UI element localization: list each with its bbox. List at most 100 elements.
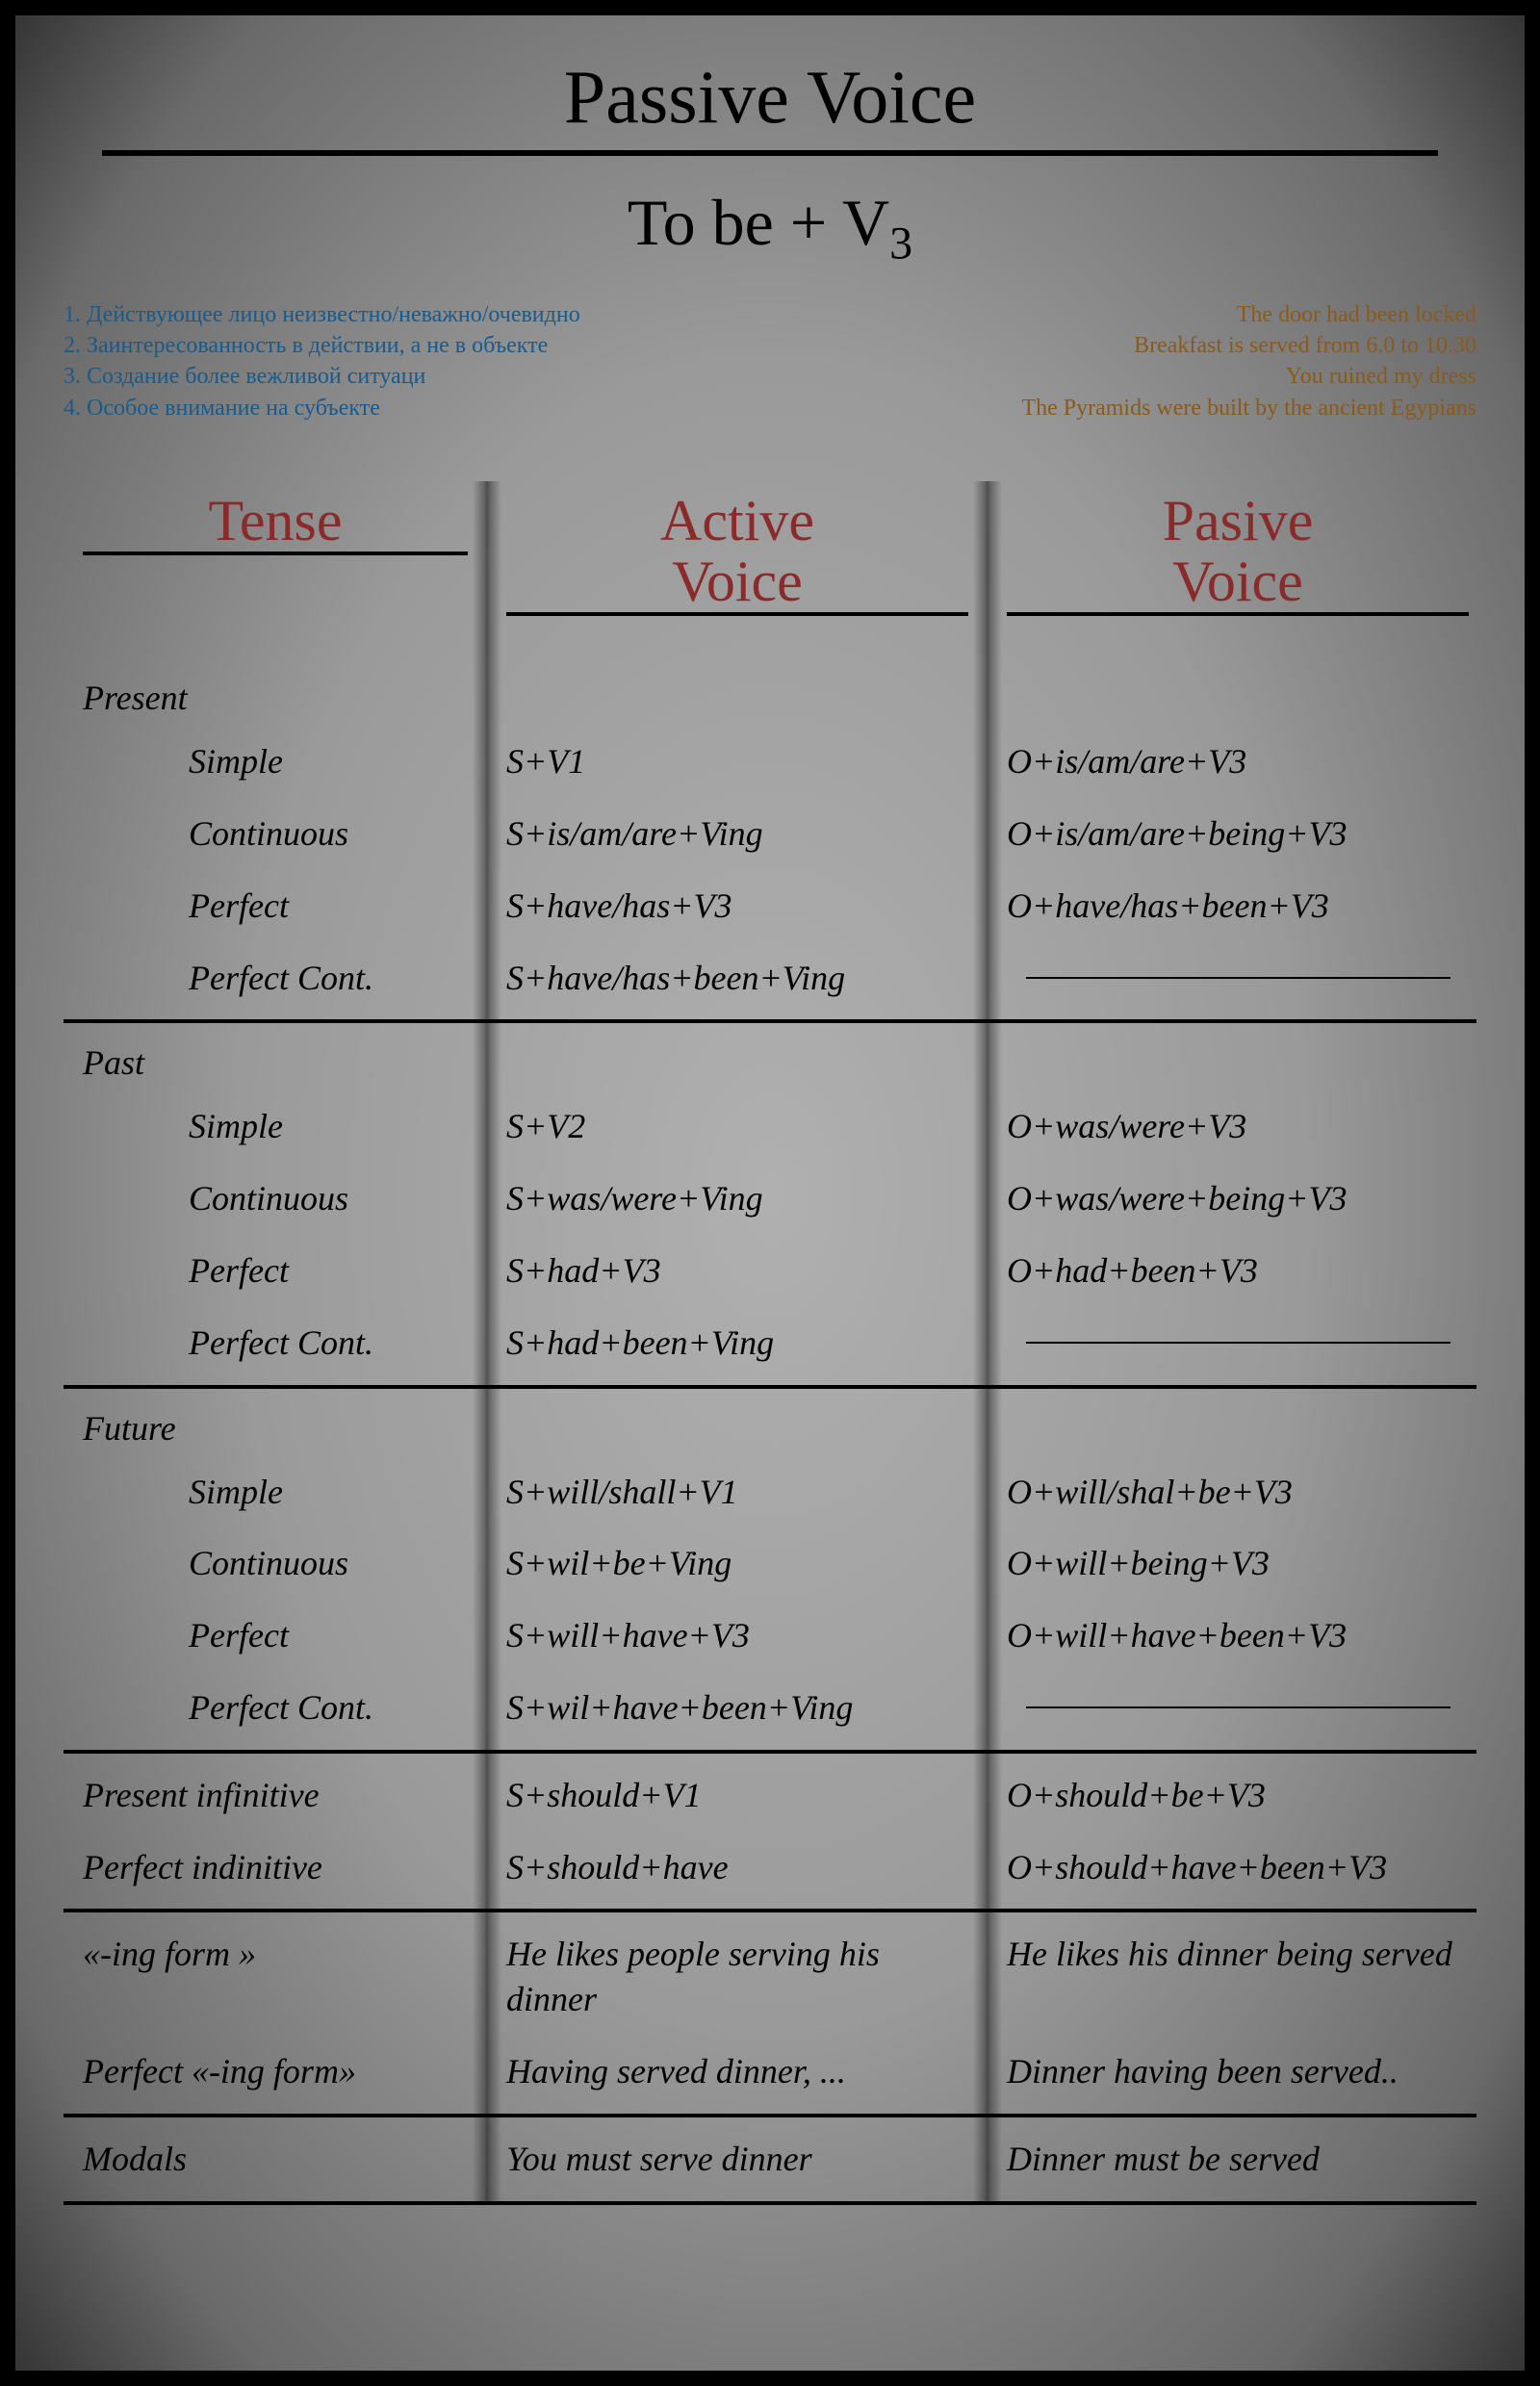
table-row: Perfect «-ing form»Having served dinner,… — [64, 2036, 1476, 2108]
section-rule — [64, 1019, 1476, 1023]
active-cell: S+should+V1 — [487, 1759, 988, 1832]
header-passive: PasiveVoice — [988, 481, 1488, 645]
active-cell: He likes people serving his dinner — [487, 1918, 988, 2036]
note-item: 4. Особое внимание на субъекте — [64, 393, 580, 423]
tense-cell: Perfect «-ing form» — [64, 2036, 487, 2108]
section-rule — [64, 2201, 1476, 2205]
passive-cell: O+have/has+been+V3 — [988, 870, 1488, 942]
active-cell: S+should+have — [487, 1832, 988, 1904]
table-header-row: Tense ActiveVoice PasiveVoice — [64, 481, 1476, 645]
tense-cell: Continuous — [64, 1527, 487, 1600]
note-item: 3. Создание более вежливой ситуаци — [64, 361, 580, 392]
table-row: SimpleS+V1O+is/am/are+V3 — [64, 726, 1476, 798]
passive-cell: O+is/am/are+being+V3 — [988, 798, 1488, 870]
tense-cell: Perfect Cont. — [64, 942, 487, 1014]
tense-cell: Perfect Cont. — [64, 1672, 487, 1744]
tense-cell: Perfect — [64, 1600, 487, 1672]
subtitle-pre: To be + V — [628, 186, 889, 259]
note-item: 2. Заинтересованность в действии, а не в… — [64, 330, 580, 361]
passive-cell: O+should+be+V3 — [988, 1759, 1488, 1832]
title-rule — [102, 150, 1438, 156]
section-rule — [64, 1385, 1476, 1389]
passive-cell — [988, 1672, 1488, 1744]
example-item: Breakfast is served from 6.0 to 10.30 — [1021, 330, 1476, 361]
section-rule — [64, 1909, 1476, 1912]
example-item: The Pyramids were built by the ancient E… — [1021, 393, 1476, 423]
voice-table: Tense ActiveVoice PasiveVoice PresentSim… — [64, 481, 1476, 2204]
section-rule — [64, 2114, 1476, 2117]
table-row: ContinuousS+was/were+VingO+was/were+bein… — [64, 1163, 1476, 1235]
table-row: Modals You must serve dinner Dinner must… — [64, 2123, 1476, 2195]
example-item: You ruined my dress — [1021, 361, 1476, 392]
active-cell: You must serve dinner — [487, 2123, 988, 2195]
table-row: ContinuousS+wil+be+VingO+will+being+V3 — [64, 1527, 1476, 1600]
header-active-label: ActiveVoice — [487, 491, 988, 612]
table-row: PerfectS+had+V3O+had+been+V3 — [64, 1235, 1476, 1307]
tense-cell: Perfect Cont. — [64, 1307, 487, 1379]
passive-cell: He likes his dinner being served — [988, 1918, 1488, 2036]
passive-cell: O+is/am/are+V3 — [988, 726, 1488, 798]
table-row: Present infinitiveS+should+V1O+should+be… — [64, 1759, 1476, 1832]
active-cell: S+had+been+Ving — [487, 1307, 988, 1379]
passive-cell — [988, 1307, 1488, 1379]
active-cell: S+was/were+Ving — [487, 1163, 988, 1235]
example-item: The door had been locked — [1021, 299, 1476, 330]
page: Passive Voice To be + V3 1. Действующее … — [0, 0, 1540, 2386]
tense-cell: Perfect indinitive — [64, 1832, 487, 1904]
table-row: SimpleS+will/shall+V1O+will/shal+be+V3 — [64, 1456, 1476, 1528]
sections-host: PresentSimpleS+V1O+is/am/are+V3Continuou… — [64, 664, 1476, 1744]
active-cell: S+wil+have+been+Ving — [487, 1672, 988, 1744]
active-cell: S+will/shall+V1 — [487, 1456, 988, 1528]
active-cell: Having served dinner, ... — [487, 2036, 988, 2108]
table-row: ContinuousS+is/am/are+VingO+is/am/are+be… — [64, 798, 1476, 870]
table-row: «-ing form »He likes people serving his … — [64, 1918, 1476, 2036]
active-cell: S+V1 — [487, 726, 988, 798]
subtitle-sub: 3 — [889, 218, 912, 269]
passive-cell: O+will+being+V3 — [988, 1527, 1488, 1600]
active-cell: S+will+have+V3 — [487, 1600, 988, 1672]
active-cell: S+wil+be+Ving — [487, 1527, 988, 1600]
table-row: SimpleS+V2O+was/were+V3 — [64, 1090, 1476, 1163]
page-subtitle: To be + V3 — [64, 185, 1476, 270]
tense-cell: Continuous — [64, 1163, 487, 1235]
passive-cell: O+was/were+V3 — [988, 1090, 1488, 1163]
table-row: PerfectS+will+have+V3O+will+have+been+V3 — [64, 1600, 1476, 1672]
tense-cell: Perfect — [64, 870, 487, 942]
tense-cell: «-ing form » — [64, 1918, 487, 2036]
example-notes: The door had been locked Breakfast is se… — [1021, 299, 1476, 424]
passive-cell: Dinner having been served.. — [988, 2036, 1488, 2108]
active-cell: S+have/has+V3 — [487, 870, 988, 942]
no-form-dash — [1026, 1706, 1450, 1708]
passive-cell: O+will+have+been+V3 — [988, 1600, 1488, 1672]
active-cell: S+have/has+been+Ving — [487, 942, 988, 1014]
note-item: 1. Действующее лицо неизвестно/неважно/о… — [64, 299, 580, 330]
section-label: Present — [64, 664, 1476, 726]
tense-cell: Simple — [64, 726, 487, 798]
section-label: Future — [64, 1395, 1476, 1456]
active-cell: S+V2 — [487, 1090, 988, 1163]
notes-row: 1. Действующее лицо неизвестно/неважно/о… — [64, 299, 1476, 424]
table-row: Perfect Cont.S+had+been+Ving — [64, 1307, 1476, 1379]
passive-cell: Dinner must be served — [988, 2123, 1488, 2195]
usage-notes: 1. Действующее лицо неизвестно/неважно/о… — [64, 299, 580, 424]
passive-cell: O+was/were+being+V3 — [988, 1163, 1488, 1235]
table-row: Perfect Cont.S+have/has+been+Ving — [64, 942, 1476, 1014]
passive-cell: O+will/shal+be+V3 — [988, 1456, 1488, 1528]
header-passive-label: PasiveVoice — [988, 491, 1488, 612]
passive-cell — [988, 942, 1488, 1014]
section-label: Past — [64, 1029, 1476, 1090]
tense-cell: Simple — [64, 1456, 487, 1528]
table-row: Perfect Cont.S+wil+have+been+Ving — [64, 1672, 1476, 1744]
extra2-rows-host: «-ing form »He likes people serving his … — [64, 1918, 1476, 2107]
passive-cell: O+should+have+been+V3 — [988, 1832, 1488, 1904]
tense-cell: Modals — [64, 2123, 487, 2195]
extra-rows-host: Present infinitiveS+should+V1O+should+be… — [64, 1759, 1476, 1904]
header-tense-label: Tense — [64, 491, 487, 552]
tense-cell: Simple — [64, 1090, 487, 1163]
header-tense: Tense — [64, 481, 487, 645]
no-form-dash — [1026, 977, 1450, 979]
header-active: ActiveVoice — [487, 481, 988, 645]
table-row: PerfectS+have/has+V3O+have/has+been+V3 — [64, 870, 1476, 942]
section-rule — [64, 1750, 1476, 1754]
passive-cell: O+had+been+V3 — [988, 1235, 1488, 1307]
